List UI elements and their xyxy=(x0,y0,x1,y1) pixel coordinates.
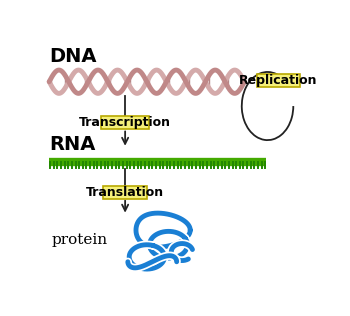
FancyBboxPatch shape xyxy=(103,186,147,198)
Text: protein: protein xyxy=(52,233,108,247)
Text: Transcription: Transcription xyxy=(79,116,171,129)
FancyBboxPatch shape xyxy=(257,74,300,87)
Text: Translation: Translation xyxy=(86,186,164,199)
Text: Replication: Replication xyxy=(239,74,318,87)
Text: RNA: RNA xyxy=(49,135,96,154)
FancyBboxPatch shape xyxy=(101,116,149,129)
Text: DNA: DNA xyxy=(49,47,97,66)
